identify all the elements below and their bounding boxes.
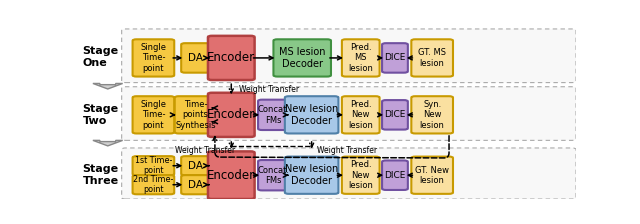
Text: Weight Transfer: Weight Transfer	[317, 146, 377, 155]
FancyBboxPatch shape	[382, 160, 408, 190]
Text: Weight Transfer: Weight Transfer	[175, 146, 235, 155]
FancyBboxPatch shape	[181, 43, 210, 73]
FancyBboxPatch shape	[285, 157, 339, 194]
FancyBboxPatch shape	[273, 39, 331, 77]
Text: New lesion
Decoder: New lesion Decoder	[285, 164, 339, 186]
Text: Single
Time-
point: Single Time- point	[140, 43, 166, 73]
Text: DICE: DICE	[384, 171, 406, 180]
Text: Weight Transfer: Weight Transfer	[239, 85, 299, 94]
FancyBboxPatch shape	[382, 43, 408, 73]
FancyBboxPatch shape	[132, 175, 174, 194]
FancyBboxPatch shape	[122, 87, 576, 140]
Text: DICE: DICE	[384, 54, 406, 62]
Text: GT. New
lesion: GT. New lesion	[415, 166, 449, 185]
Polygon shape	[93, 84, 123, 89]
FancyBboxPatch shape	[132, 156, 174, 175]
Text: GT. MS
lesion: GT. MS lesion	[418, 48, 446, 68]
Text: DA: DA	[188, 180, 203, 190]
FancyBboxPatch shape	[208, 36, 255, 80]
FancyBboxPatch shape	[208, 151, 255, 199]
FancyBboxPatch shape	[122, 29, 576, 83]
Text: Encoder: Encoder	[207, 169, 255, 182]
Text: 1st Time-
point: 1st Time- point	[135, 156, 172, 175]
Text: Concat.
FMs: Concat. FMs	[257, 105, 289, 125]
Text: Pred.
MS
lesion: Pred. MS lesion	[348, 43, 373, 73]
Text: Pred.
New
lesion: Pred. New lesion	[348, 100, 373, 130]
Text: DA: DA	[188, 53, 203, 63]
Text: DA: DA	[188, 161, 203, 171]
FancyBboxPatch shape	[132, 39, 174, 77]
FancyBboxPatch shape	[412, 39, 453, 77]
FancyBboxPatch shape	[132, 96, 174, 134]
FancyBboxPatch shape	[208, 93, 255, 137]
FancyBboxPatch shape	[181, 175, 210, 194]
FancyBboxPatch shape	[342, 39, 380, 77]
FancyBboxPatch shape	[122, 148, 576, 199]
FancyBboxPatch shape	[258, 160, 289, 190]
Text: 2nd Time-
point: 2nd Time- point	[133, 175, 173, 194]
Text: DICE: DICE	[384, 110, 406, 119]
FancyBboxPatch shape	[342, 157, 380, 194]
Text: Stage
Three: Stage Three	[83, 164, 118, 186]
FancyBboxPatch shape	[175, 96, 216, 134]
Polygon shape	[93, 140, 123, 146]
FancyBboxPatch shape	[382, 100, 408, 130]
FancyBboxPatch shape	[412, 96, 453, 134]
FancyBboxPatch shape	[258, 100, 289, 130]
Text: Encoder: Encoder	[207, 108, 255, 121]
Text: Time-
points
Synthesis: Time- points Synthesis	[175, 100, 216, 130]
FancyBboxPatch shape	[342, 96, 380, 134]
Text: Stage
Two: Stage Two	[83, 104, 118, 126]
FancyBboxPatch shape	[285, 96, 339, 134]
Text: Stage
One: Stage One	[83, 46, 118, 68]
FancyBboxPatch shape	[412, 157, 453, 194]
Text: Concat.
FMs: Concat. FMs	[257, 166, 289, 185]
Text: New lesion
Decoder: New lesion Decoder	[285, 104, 339, 126]
Text: Encoder: Encoder	[207, 52, 255, 65]
Text: MS lesion
Decoder: MS lesion Decoder	[279, 47, 326, 69]
Text: Syn.
New
lesion: Syn. New lesion	[420, 100, 445, 130]
FancyBboxPatch shape	[181, 156, 210, 175]
Text: Single
Time-
point: Single Time- point	[140, 100, 166, 130]
Text: Pred.
New
lesion: Pred. New lesion	[348, 160, 373, 190]
